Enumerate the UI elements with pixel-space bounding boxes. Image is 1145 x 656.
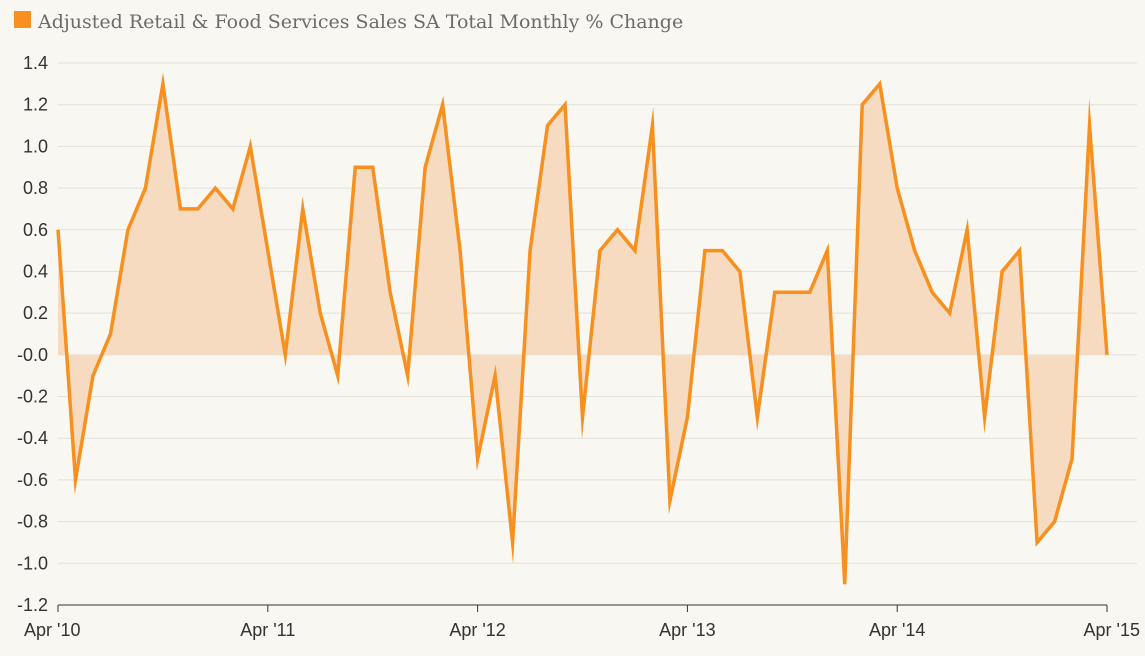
data-point xyxy=(213,186,217,190)
y-tick-label: -0.8 xyxy=(17,512,48,532)
y-tick-label: -0.6 xyxy=(17,470,48,490)
data-point xyxy=(161,82,165,86)
legend-swatch xyxy=(14,11,31,28)
data-point xyxy=(1105,353,1109,357)
data-point xyxy=(108,332,112,336)
data-point xyxy=(948,311,952,315)
x-tick-label: Apr '15 xyxy=(1084,620,1140,640)
data-point xyxy=(318,311,322,315)
data-point xyxy=(511,540,515,544)
y-axis-ticks: 1.4 1.2 1.0 0.8 0.6 0.4 0.2 -0.0 -0.2 -0.4 -0.6 -0.… xyxy=(17,53,48,615)
data-point xyxy=(1070,457,1074,461)
legend: Adjusted Retail & Food Services Sales SA… xyxy=(14,11,683,33)
data-point xyxy=(283,353,287,357)
data-point xyxy=(790,290,794,294)
data-point xyxy=(196,207,200,211)
data-point xyxy=(73,478,77,482)
data-point xyxy=(633,249,637,253)
data-point xyxy=(563,103,567,107)
data-point xyxy=(493,374,497,378)
data-point xyxy=(581,415,585,419)
x-tick-label: Apr '13 xyxy=(659,620,715,640)
data-point xyxy=(895,186,899,190)
y-tick-label: -1.2 xyxy=(17,595,48,615)
y-tick-label: 1.4 xyxy=(23,53,48,73)
data-point xyxy=(965,228,969,232)
data-point xyxy=(143,186,147,190)
data-point xyxy=(301,207,305,211)
data-point xyxy=(878,82,882,86)
data-point xyxy=(1088,124,1092,128)
data-point xyxy=(528,249,532,253)
y-tick-label: -0.2 xyxy=(17,387,48,407)
data-point xyxy=(773,290,777,294)
data-point xyxy=(738,269,742,273)
data-point xyxy=(248,144,252,148)
x-tick-label: Apr '12 xyxy=(449,620,505,640)
data-point xyxy=(91,374,95,378)
data-point xyxy=(1018,249,1022,253)
data-point xyxy=(266,249,270,253)
data-point xyxy=(353,165,357,169)
data-point xyxy=(423,165,427,169)
data-point xyxy=(860,103,864,107)
data-point xyxy=(388,290,392,294)
data-point xyxy=(1035,540,1039,544)
y-tick-label: 0.8 xyxy=(23,178,48,198)
series-area-fill xyxy=(58,83,1107,585)
data-point xyxy=(843,582,847,586)
data-point xyxy=(755,415,759,419)
legend-label: Adjusted Retail & Food Services Sales SA… xyxy=(37,11,683,33)
y-tick-label: 0.4 xyxy=(23,261,48,281)
data-point xyxy=(546,124,550,128)
data-point xyxy=(668,499,672,503)
y-tick-label: 0.2 xyxy=(23,303,48,323)
data-point xyxy=(441,103,445,107)
data-point xyxy=(825,249,829,253)
data-point xyxy=(126,228,130,232)
data-point xyxy=(808,290,812,294)
y-tick-label: -1.0 xyxy=(17,553,48,573)
series-line xyxy=(56,72,1109,585)
data-point xyxy=(1053,520,1057,524)
data-point xyxy=(685,415,689,419)
y-tick-label: 0.6 xyxy=(23,220,48,240)
data-point xyxy=(231,207,235,211)
data-point xyxy=(371,165,375,169)
x-tick-label: Apr '11 xyxy=(240,620,295,640)
data-point xyxy=(476,457,480,461)
y-tick-label: 1.0 xyxy=(23,136,48,156)
data-point xyxy=(336,374,340,378)
data-point xyxy=(650,124,654,128)
data-point xyxy=(458,249,462,253)
y-tick-label: -0.0 xyxy=(17,345,48,365)
data-point xyxy=(178,207,182,211)
x-tick-label: Apr '10 xyxy=(24,620,80,640)
data-point xyxy=(1000,269,1004,273)
x-axis-ticks: Apr '10 Apr '11 Apr '12 Apr '13 Apr '14 Apr '… xyxy=(24,605,1140,640)
x-tick-label: Apr '14 xyxy=(869,620,925,640)
data-point xyxy=(615,228,619,232)
data-point xyxy=(703,249,707,253)
data-point xyxy=(983,415,987,419)
data-point xyxy=(720,249,724,253)
data-point xyxy=(913,249,917,253)
data-point xyxy=(56,228,60,232)
y-tick-label: 1.2 xyxy=(23,95,48,115)
data-point xyxy=(598,249,602,253)
data-point xyxy=(930,290,934,294)
y-tick-label: -0.4 xyxy=(17,428,48,448)
data-point xyxy=(406,374,410,378)
